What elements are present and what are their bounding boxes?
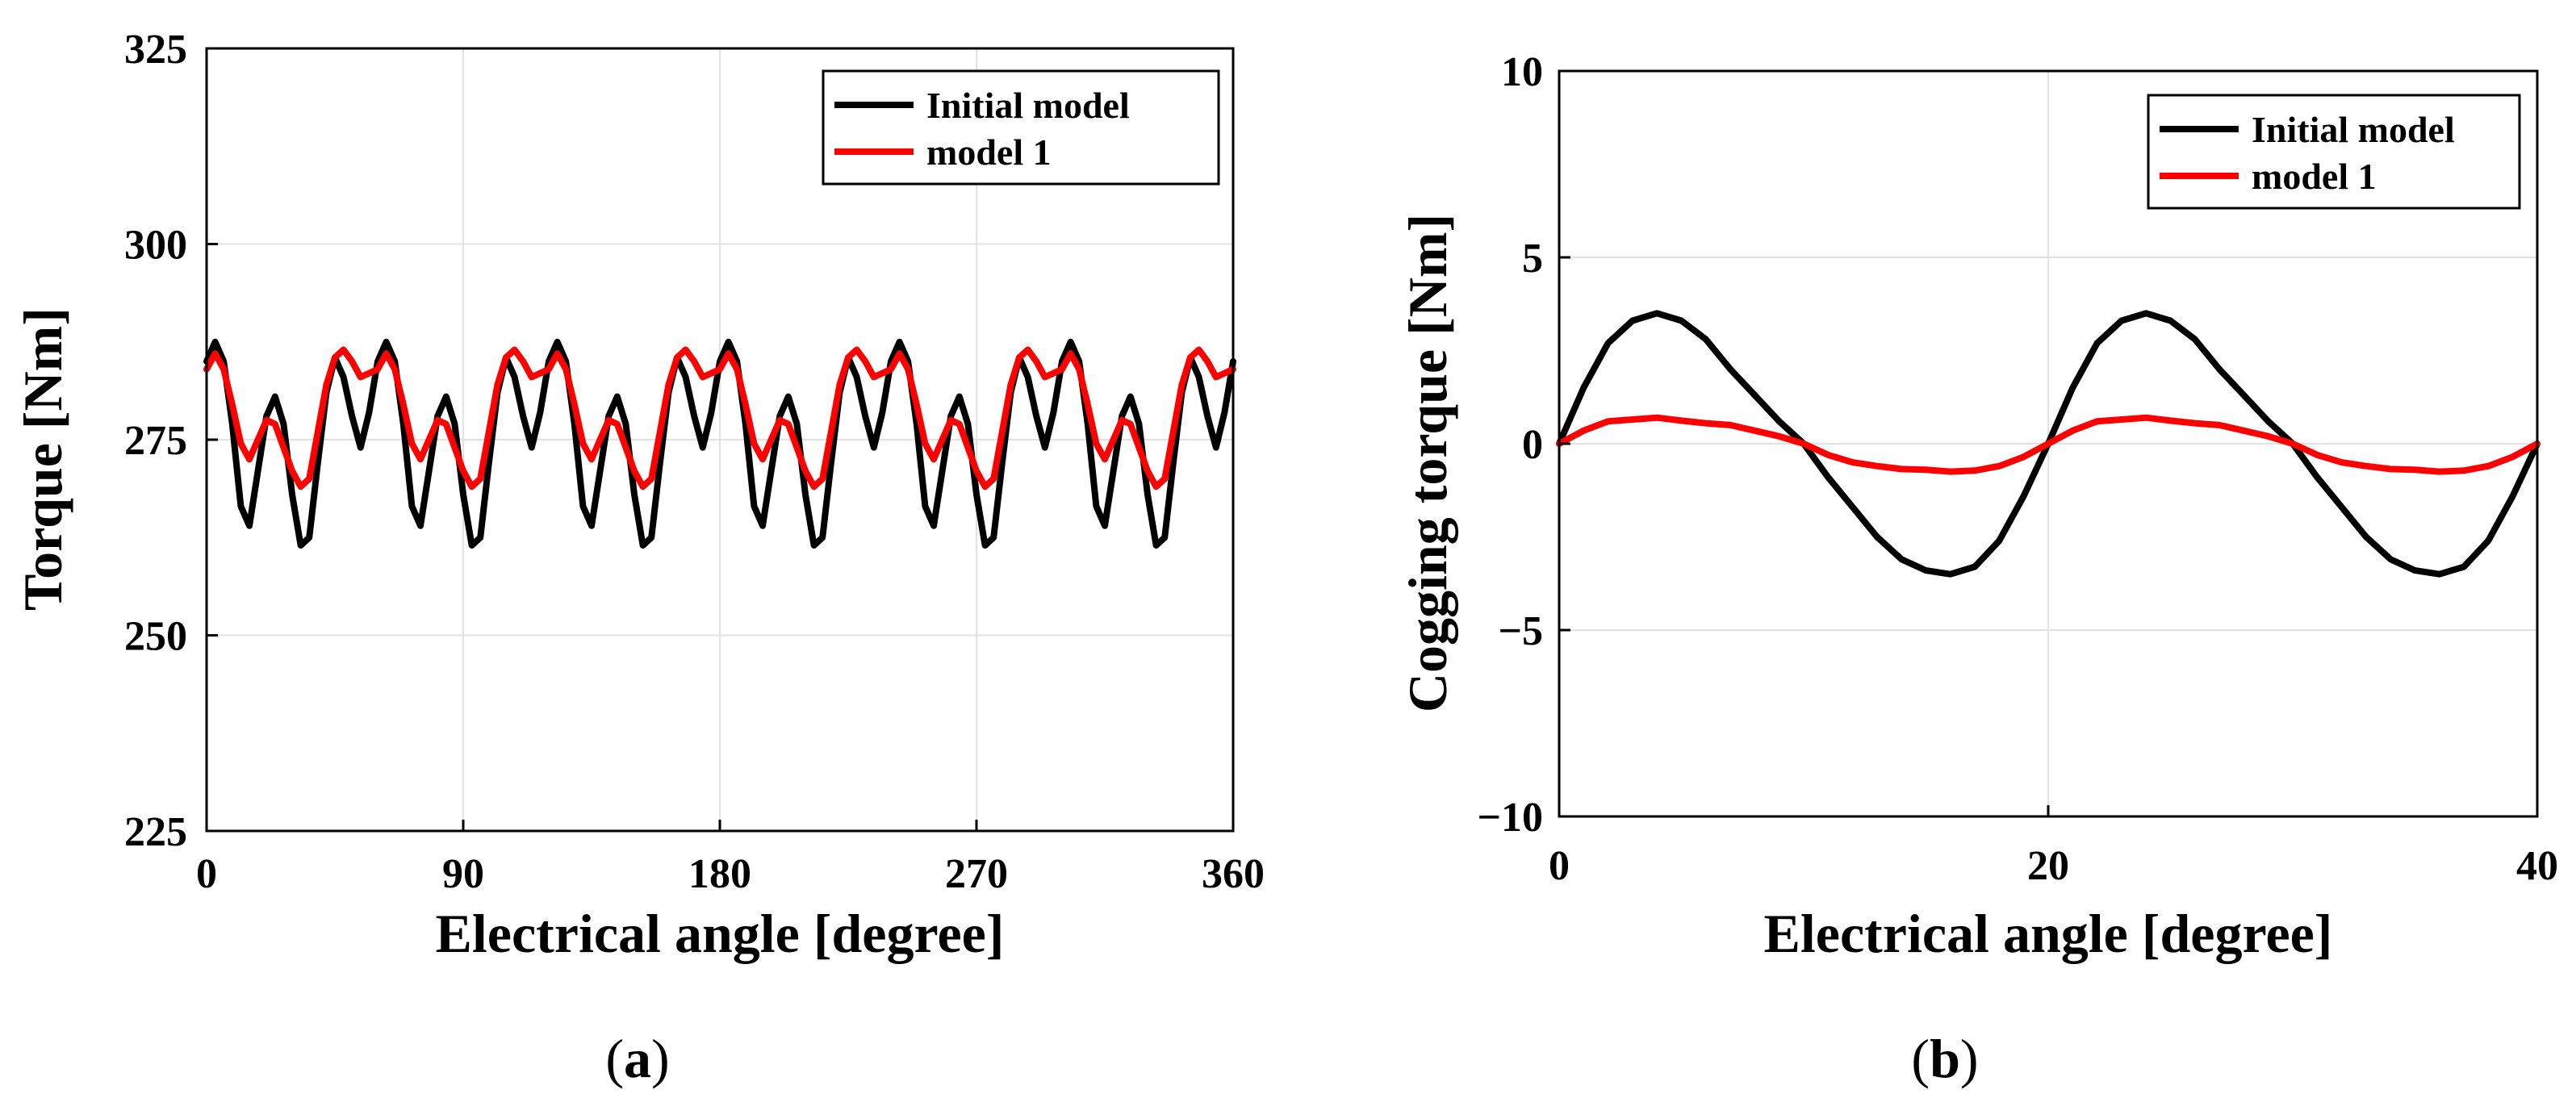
chart-a: 0 90 180 270 360 225 250 275 300 325 Electrical an… bbox=[12, 27, 1265, 964]
chart-b: 0 20 40 −10 −5 0 5 10 Electrical angle [degree] C… bbox=[1397, 49, 2558, 964]
caption-b: (b) bbox=[1911, 1028, 1978, 1089]
series-line-model-1 bbox=[203, 346, 1236, 491]
series-line-initial-model bbox=[203, 338, 1236, 549]
series-line-model-1 bbox=[1556, 414, 2540, 475]
legend-box bbox=[2147, 94, 2521, 210]
legend-box bbox=[822, 69, 1220, 186]
y-tick-label: −10 bbox=[1477, 795, 1543, 841]
legend-label-model-1: model 1 bbox=[926, 132, 1052, 173]
y-tick-label: 300 bbox=[124, 223, 187, 269]
x-tick-label: 180 bbox=[688, 851, 751, 897]
y-tick-label: 0 bbox=[1522, 422, 1543, 468]
y-tick-label: 225 bbox=[124, 809, 187, 855]
caption-a: (a) bbox=[605, 1028, 669, 1089]
y-tick-label: 325 bbox=[124, 27, 187, 73]
x-tick-label: 90 bbox=[442, 851, 484, 897]
y-tick-label: 250 bbox=[124, 614, 187, 660]
legend-label-model-1: model 1 bbox=[2252, 156, 2377, 197]
y-tick-label: 5 bbox=[1522, 236, 1543, 282]
y-tick-label: 10 bbox=[1501, 49, 1543, 95]
x-tick-label: 0 bbox=[196, 851, 217, 897]
y-axis-label: Cogging torque [Nm] bbox=[1397, 214, 1458, 712]
x-tick-label: 270 bbox=[945, 851, 1008, 897]
x-tick-label: 20 bbox=[2027, 843, 2069, 889]
x-tick-label: 0 bbox=[1549, 843, 1570, 889]
x-tick-label: 360 bbox=[1202, 851, 1265, 897]
x-tick-label: 40 bbox=[2516, 843, 2558, 889]
legend-label-initial-model: Initial model bbox=[926, 85, 1130, 126]
y-tick-label: −5 bbox=[1498, 608, 1543, 654]
legend-label-initial-model: Initial model bbox=[2252, 109, 2455, 150]
y-axis-label: Torque [Nm] bbox=[12, 307, 73, 611]
x-axis-label: Electrical angle [degree] bbox=[436, 903, 1005, 964]
x-axis-label: Electrical angle [degree] bbox=[1764, 903, 2333, 964]
y-tick-label: 275 bbox=[124, 418, 187, 464]
